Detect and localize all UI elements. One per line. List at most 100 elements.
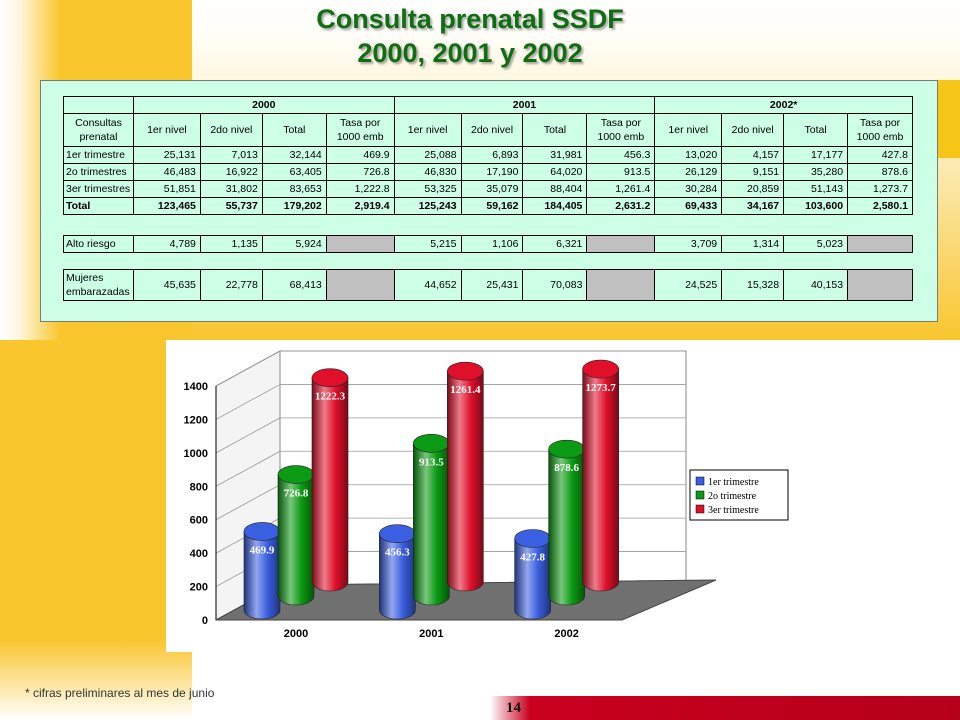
column-header: 1er nivel xyxy=(132,113,201,147)
empty-cell xyxy=(586,235,656,253)
table-cell: 59,162 xyxy=(460,197,524,215)
table-cell: 53,325 xyxy=(393,180,462,198)
column-header: 2do nivel xyxy=(460,113,524,147)
table-cell: 51,143 xyxy=(783,180,849,198)
empty-cell xyxy=(325,235,395,253)
table-cell: 35,280 xyxy=(783,163,849,181)
table-cell: 68,413 xyxy=(261,269,327,301)
table-cell: 5,215 xyxy=(393,235,462,253)
year-header: 2001 xyxy=(393,96,656,114)
column-header: Total xyxy=(522,113,588,147)
column-header: 1er nivel xyxy=(393,113,462,147)
legend-label: 3er trimestre xyxy=(708,505,759,516)
legend-swatch xyxy=(695,476,705,486)
bar-top xyxy=(379,524,416,544)
table-cell: 46,830 xyxy=(393,163,462,181)
table-cell: 179,202 xyxy=(261,197,327,215)
bar-2o-trimestre-2000 xyxy=(277,474,315,606)
table-cell: 2,631.2 xyxy=(586,197,656,215)
x-tick-label: 2002 xyxy=(554,628,578,640)
bar-top xyxy=(548,439,585,459)
row-label: Alto riesgo xyxy=(63,235,134,253)
table-cell: 6,893 xyxy=(460,146,524,164)
column-header: Tasa por 1000 emb xyxy=(847,113,913,147)
footer-bar xyxy=(490,696,960,720)
table-cell: 15,328 xyxy=(721,269,785,301)
table-cell: 184,405 xyxy=(522,197,588,215)
column-header: 2do nivel xyxy=(721,113,785,147)
table-cell: 1,106 xyxy=(460,235,524,253)
bar-chart: 0 200 400 600 800 1000 1200 1400 469.9 726.8 1222.… xyxy=(184,350,789,640)
bar-3er-trimestre-2002 xyxy=(582,368,619,592)
table-cell: 123,465 xyxy=(132,197,201,215)
row-label: Total xyxy=(63,197,134,215)
table-cell: 103,600 xyxy=(783,197,849,215)
table-cell: 4,789 xyxy=(132,235,201,253)
y-tick-label: 800 xyxy=(190,481,208,493)
bar-2o-trimestre-2001 xyxy=(413,443,450,606)
gridline-side xyxy=(215,417,281,454)
table-cell: 25,088 xyxy=(393,146,462,164)
row-label: 3er trimestres xyxy=(63,180,134,198)
table-cell: 2,919.4 xyxy=(325,197,395,215)
table-row: 3er trimestres 51,851 31,802 83,653 1,222.8 5… xyxy=(63,180,913,198)
table-cell: 1,261.4 xyxy=(586,180,656,198)
table-cell: 5,924 xyxy=(261,235,327,253)
row-label: 1er trimestre xyxy=(63,146,134,164)
table-cell: 125,243 xyxy=(393,197,462,215)
table-row: Mujeres embarazadas 45,635 22,778 68,413 44,… xyxy=(63,269,913,301)
table-cell: 878.6 xyxy=(847,163,913,181)
y-tick-label: 400 xyxy=(190,548,208,560)
empty-cell xyxy=(325,269,395,301)
table-cell: 6,321 xyxy=(522,235,588,253)
bar-3er-trimestre-2001 xyxy=(447,370,484,592)
gridline-side xyxy=(215,484,281,521)
table-cell: 2,580.1 xyxy=(847,197,913,215)
y-tick-label: 600 xyxy=(190,515,208,527)
y-tick-label: 1200 xyxy=(184,414,208,426)
table-cell: 44,652 xyxy=(393,269,462,301)
table-cell: 17,190 xyxy=(460,163,524,181)
table-row: Total 123,465 55,737 179,202 2,919.4 125,243 5… xyxy=(63,197,913,215)
corner-cell xyxy=(63,96,134,114)
table-cell: 34,167 xyxy=(721,197,785,215)
column-header: Total xyxy=(783,113,849,147)
data-label: 878.6 xyxy=(554,462,579,474)
high-risk-table: Alto riesgo 4,789 1,135 5,924 5,215 1,106 6,32… xyxy=(63,235,913,253)
table-cell: 55,737 xyxy=(199,197,263,215)
chart-legend xyxy=(689,469,789,521)
table-cell: 46,483 xyxy=(132,163,201,181)
data-label: 469.9 xyxy=(250,544,275,556)
table-cell: 69,433 xyxy=(654,197,723,215)
y-tick-label: 1000 xyxy=(184,448,208,460)
table-row: 1er trimestre 25,131 7,013 32,144 469.9 25,08… xyxy=(63,146,913,164)
empty-cell xyxy=(847,235,913,253)
y-tick-label: 0 xyxy=(202,615,208,627)
bar-top xyxy=(413,434,450,453)
table-cell: 63,405 xyxy=(261,163,327,181)
legend-label: 1er trimestre xyxy=(708,477,759,488)
bar-top xyxy=(447,361,484,381)
table-cell: 22,778 xyxy=(199,269,263,301)
table-row: Alto riesgo 4,789 1,135 5,924 5,215 1,106 6,32… xyxy=(63,235,913,253)
table-cell: 83,653 xyxy=(261,180,327,198)
table-cell: 7,013 xyxy=(199,146,263,164)
chart-panel: 0 200 400 600 800 1000 1200 1400 469.9 726.8 1222.… xyxy=(166,340,794,652)
data-label: 913.5 xyxy=(419,456,444,468)
x-tick-label: 2001 xyxy=(419,628,443,640)
legend-label: 2o trimestre xyxy=(708,491,757,502)
table-row: 2o trimestres 46,483 16,922 63,405 726.8 46,8… xyxy=(63,163,913,181)
table-cell: 24,525 xyxy=(654,269,723,301)
data-label: 1261.4 xyxy=(450,384,481,396)
bar-top xyxy=(514,529,551,548)
data-label: 1273.7 xyxy=(586,382,617,394)
pregnant-women-table: Mujeres embarazadas 45,635 22,778 68,413 44,… xyxy=(63,269,913,301)
table-cell: 32,144 xyxy=(261,146,327,164)
data-label: 726.8 xyxy=(284,488,309,500)
table-cell: 31,802 xyxy=(199,180,263,198)
row-header: Consultas prenatal xyxy=(63,113,134,147)
table-cell: 51,851 xyxy=(132,180,201,198)
column-header: Total xyxy=(261,113,327,147)
table-cell: 1,135 xyxy=(199,235,263,253)
legend-swatch xyxy=(695,504,705,514)
